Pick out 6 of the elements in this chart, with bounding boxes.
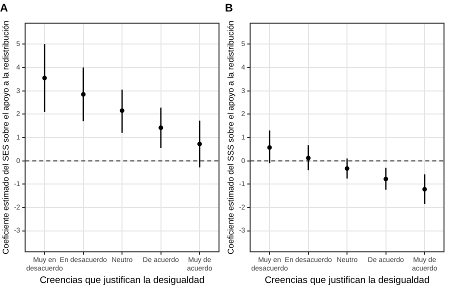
chart-title: B [225, 2, 233, 15]
x-axis-title: Creencias que justifican la desigualdad [264, 274, 430, 286]
y-axis-title: Coeficiente estimado del SSS sobre el apoyo a la redistribución [225, 20, 236, 254]
chart-title: A [0, 2, 8, 15]
y-axis-title: Coeficiente estimado del SES sobre el apoyo a la redistribución [0, 20, 10, 254]
x-axis-title: Creencias que justifican la desigualdad [40, 274, 204, 286]
